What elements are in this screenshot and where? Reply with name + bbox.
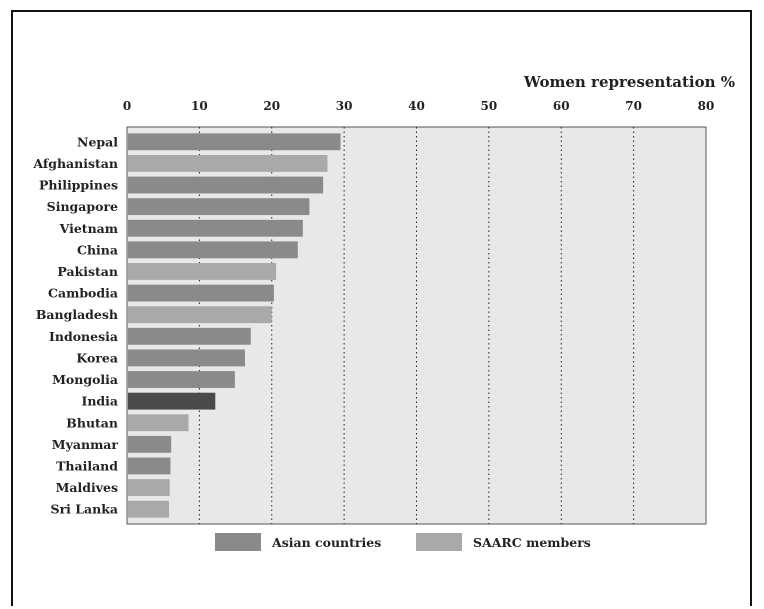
x-tick-label: 0 xyxy=(123,99,131,113)
legend-swatch xyxy=(215,533,261,551)
category-label: Korea xyxy=(76,350,118,365)
category-label: Nepal xyxy=(77,134,118,149)
x-tick-label: 10 xyxy=(191,99,208,113)
category-label: Pakistan xyxy=(57,264,118,279)
category-label: Vietnam xyxy=(59,221,118,236)
bar xyxy=(128,263,277,280)
x-tick-label: 30 xyxy=(336,99,353,113)
bar xyxy=(128,219,303,237)
bar xyxy=(128,176,324,194)
category-label: Bangladesh xyxy=(36,307,118,322)
bars xyxy=(128,133,341,518)
x-tick-label: 60 xyxy=(553,99,570,113)
bar xyxy=(128,349,245,367)
category-label: Sri Lanka xyxy=(51,502,118,517)
bar xyxy=(128,154,328,172)
bar xyxy=(128,479,170,497)
bar xyxy=(128,327,251,345)
x-tick-label: 80 xyxy=(698,99,715,113)
category-label: Thailand xyxy=(56,458,118,473)
legend: Asian countries SAARC members xyxy=(215,533,591,551)
category-label: Myanmar xyxy=(52,437,119,452)
category-label: Indonesia xyxy=(49,329,118,344)
x-axis-title: Women representation % xyxy=(523,73,735,91)
category-label: Bhutan xyxy=(66,415,118,430)
category-label: Mongolia xyxy=(52,372,118,387)
category-label: Maldives xyxy=(56,480,118,495)
x-tick-label: 70 xyxy=(625,99,642,113)
legend-swatch xyxy=(416,533,462,551)
category-labels: Nepal Afghanistan Philippines Singapore Viet… xyxy=(32,134,118,516)
category-label: Singapore xyxy=(47,199,118,214)
category-label: China xyxy=(77,242,118,257)
legend-label: SAARC members xyxy=(473,535,591,550)
bar xyxy=(128,133,341,151)
bar xyxy=(128,414,189,432)
bar xyxy=(128,306,272,324)
bar xyxy=(128,500,169,518)
bar xyxy=(128,371,235,388)
bar xyxy=(128,284,274,302)
x-tick-label: 50 xyxy=(481,99,498,113)
chart-frame xyxy=(11,10,752,606)
category-label: Cambodia xyxy=(48,286,118,301)
bar xyxy=(128,198,310,216)
category-label: Afghanistan xyxy=(32,156,118,171)
category-label: India xyxy=(81,394,118,409)
gridlines xyxy=(198,127,635,524)
category-label: Philippines xyxy=(39,178,118,193)
x-axis-ticks: 0 10 20 30 40 50 60 70 80 xyxy=(123,99,715,113)
x-tick-label: 40 xyxy=(408,99,425,113)
bar xyxy=(128,457,171,475)
bar xyxy=(128,392,216,410)
legend-label: Asian countries xyxy=(271,535,381,550)
x-tick-label: 20 xyxy=(263,99,280,113)
bar xyxy=(128,435,172,453)
bar xyxy=(128,241,298,259)
